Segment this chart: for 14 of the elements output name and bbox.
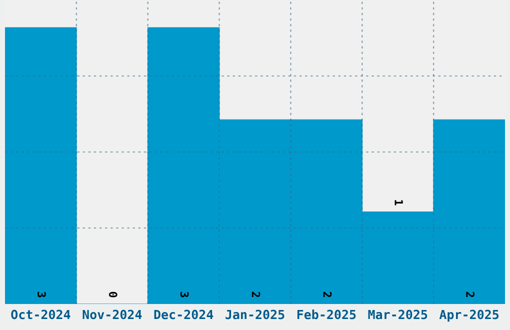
x-tick-label: Dec-2024 <box>154 310 214 320</box>
data-label: 3 <box>180 292 189 298</box>
x-tick-label: Nov-2024 <box>82 310 142 320</box>
x-tick-label: Apr-2025 <box>439 310 499 322</box>
data-label: 2 <box>252 292 260 297</box>
x-tick-label: Jan-2025 <box>226 310 284 320</box>
data-label: 2 <box>466 292 474 297</box>
x-tick-label: Feb-2025 <box>297 310 356 320</box>
data-label: 2 <box>323 292 332 297</box>
x-tick-label: Mar-2025 <box>368 310 428 320</box>
data-label: 3 <box>37 292 46 298</box>
data-label: 1 <box>394 200 403 206</box>
data-label: 0 <box>108 292 118 298</box>
x-tick-label: Oct-2024 <box>11 310 70 320</box>
